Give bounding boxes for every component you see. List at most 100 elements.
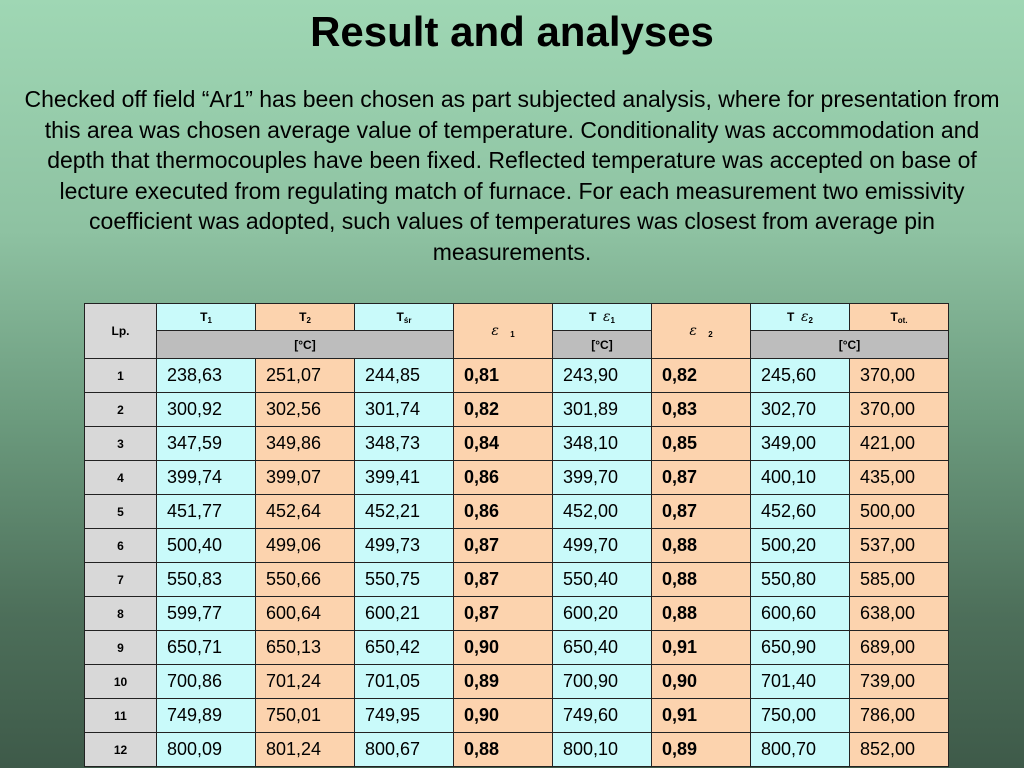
- cell-tsr: 749,95: [354, 698, 454, 733]
- cell-t2: 251,07: [255, 358, 355, 393]
- cell-t1: 550,83: [156, 562, 256, 597]
- cell-tot: 370,00: [849, 358, 949, 393]
- cell-te2: 750,00: [750, 698, 850, 733]
- cell-t2: 701,24: [255, 664, 355, 699]
- cell-te1: 700,90: [552, 664, 652, 699]
- table-row: 5 451,77 452,64 452,21 0,86 452,00 0,87 452,60 5…: [84, 494, 949, 529]
- cell-tot: 852,00: [849, 732, 949, 767]
- cell-te2: 452,60: [750, 494, 850, 529]
- unit-label-1: [°C]: [156, 330, 454, 359]
- cell-te2: 500,20: [750, 528, 850, 563]
- cell-te1: 452,00: [552, 494, 652, 529]
- cell-tot: 537,00: [849, 528, 949, 563]
- cell-t1: 451,77: [156, 494, 256, 529]
- cell-t1: 347,59: [156, 426, 256, 461]
- cell-lp: 8: [84, 596, 157, 631]
- cell-tot: 739,00: [849, 664, 949, 699]
- header-lp: Lp.: [84, 303, 157, 359]
- cell-tsr: 550,75: [354, 562, 454, 597]
- slide-title: Result and analyses: [310, 8, 714, 55]
- cell-t2: 600,64: [255, 596, 355, 631]
- cell-tsr: 600,21: [354, 596, 454, 631]
- header-t-epsilon-1: T ε1: [552, 303, 652, 331]
- unit-label-3: [°C]: [750, 330, 949, 359]
- cell-te2: 245,60: [750, 358, 850, 393]
- table-row: 10 700,86 701,24 701,05 0,89 700,90 0,90 701,40…: [84, 664, 949, 699]
- cell-tot: 370,00: [849, 392, 949, 427]
- cell-te1: 800,10: [552, 732, 652, 767]
- cell-tsr: 399,41: [354, 460, 454, 495]
- cell-t2: 452,64: [255, 494, 355, 529]
- cell-te2: 349,00: [750, 426, 850, 461]
- cell-e1: 0,89: [453, 664, 553, 699]
- cell-tsr: 452,21: [354, 494, 454, 529]
- cell-e2: 0,82: [651, 358, 751, 393]
- cell-lp: 7: [84, 562, 157, 597]
- cell-lp: 10: [84, 664, 157, 699]
- table-row: 2 300,92 302,56 301,74 0,82 301,89 0,83 302,70 3…: [84, 392, 949, 427]
- cell-te2: 302,70: [750, 392, 850, 427]
- cell-tot: 500,00: [849, 494, 949, 529]
- cell-lp: 6: [84, 528, 157, 563]
- cell-tsr: 301,74: [354, 392, 454, 427]
- table-row: 7 550,83 550,66 550,75 0,87 550,40 0,88 550,80 5…: [84, 562, 949, 597]
- cell-tot: 435,00: [849, 460, 949, 495]
- cell-t2: 801,24: [255, 732, 355, 767]
- cell-t1: 650,71: [156, 630, 256, 665]
- cell-e2: 0,87: [651, 494, 751, 529]
- cell-te1: 348,10: [552, 426, 652, 461]
- cell-e1: 0,88: [453, 732, 553, 767]
- cell-te1: 749,60: [552, 698, 652, 733]
- cell-e2: 0,89: [651, 732, 751, 767]
- header-t-epsilon-2: T ε2: [750, 303, 850, 331]
- cell-e2: 0,87: [651, 460, 751, 495]
- header-row-1: Lp. T1 T2 Tśr ε 1 T ε1 ε 2 T ε2 Tot.: [84, 303, 949, 359]
- cell-t1: 399,74: [156, 460, 256, 495]
- cell-t1: 300,92: [156, 392, 256, 427]
- header-epsilon-2: ε 2: [651, 303, 751, 359]
- cell-lp: 1: [84, 358, 157, 393]
- cell-e1: 0,86: [453, 460, 553, 495]
- table-row: 9 650,71 650,13 650,42 0,90 650,40 0,91 650,90 6…: [84, 630, 949, 665]
- cell-e1: 0,86: [453, 494, 553, 529]
- table-row: 11 749,89 750,01 749,95 0,90 749,60 0,91 750,00…: [84, 698, 949, 733]
- cell-t2: 750,01: [255, 698, 355, 733]
- table-row: 12 800,09 801,24 800,67 0,88 800,10 0,89 800,70…: [84, 732, 949, 767]
- cell-e1: 0,82: [453, 392, 553, 427]
- cell-te1: 243,90: [552, 358, 652, 393]
- cell-t1: 700,86: [156, 664, 256, 699]
- cell-t2: 650,13: [255, 630, 355, 665]
- cell-lp: 9: [84, 630, 157, 665]
- cell-t2: 499,06: [255, 528, 355, 563]
- cell-e1: 0,87: [453, 528, 553, 563]
- header-row-2: [°C] [°C] [°C]: [85, 330, 949, 359]
- unit-label-2: [°C]: [552, 330, 652, 359]
- cell-tsr: 244,85: [354, 358, 454, 393]
- cell-te2: 650,90: [750, 630, 850, 665]
- cell-lp: 2: [84, 392, 157, 427]
- cell-e2: 0,88: [651, 528, 751, 563]
- cell-tsr: 499,73: [354, 528, 454, 563]
- cell-te2: 701,40: [750, 664, 850, 699]
- cell-t2: 302,56: [255, 392, 355, 427]
- cell-te1: 650,40: [552, 630, 652, 665]
- cell-t2: 399,07: [255, 460, 355, 495]
- results-table: Lp. T1 T2 Tśr ε 1 T ε1 ε 2 T ε2 Tot. [°C…: [84, 303, 949, 767]
- cell-lp: 12: [84, 732, 157, 767]
- cell-t1: 599,77: [156, 596, 256, 631]
- epsilon-symbol: ε: [689, 323, 697, 339]
- cell-t1: 238,63: [156, 358, 256, 393]
- cell-te2: 550,80: [750, 562, 850, 597]
- cell-lp: 3: [84, 426, 157, 461]
- header-tsr: Tśr: [354, 303, 454, 331]
- cell-t1: 800,09: [156, 732, 256, 767]
- cell-e2: 0,91: [651, 698, 751, 733]
- cell-te2: 800,70: [750, 732, 850, 767]
- cell-e1: 0,90: [453, 698, 553, 733]
- cell-te1: 399,70: [552, 460, 652, 495]
- cell-e1: 0,84: [453, 426, 553, 461]
- cell-tot: 638,00: [849, 596, 949, 631]
- cell-tsr: 800,67: [354, 732, 454, 767]
- cell-e2: 0,91: [651, 630, 751, 665]
- table-row: 8 599,77 600,64 600,21 0,87 600,20 0,88 600,60 6…: [84, 596, 949, 631]
